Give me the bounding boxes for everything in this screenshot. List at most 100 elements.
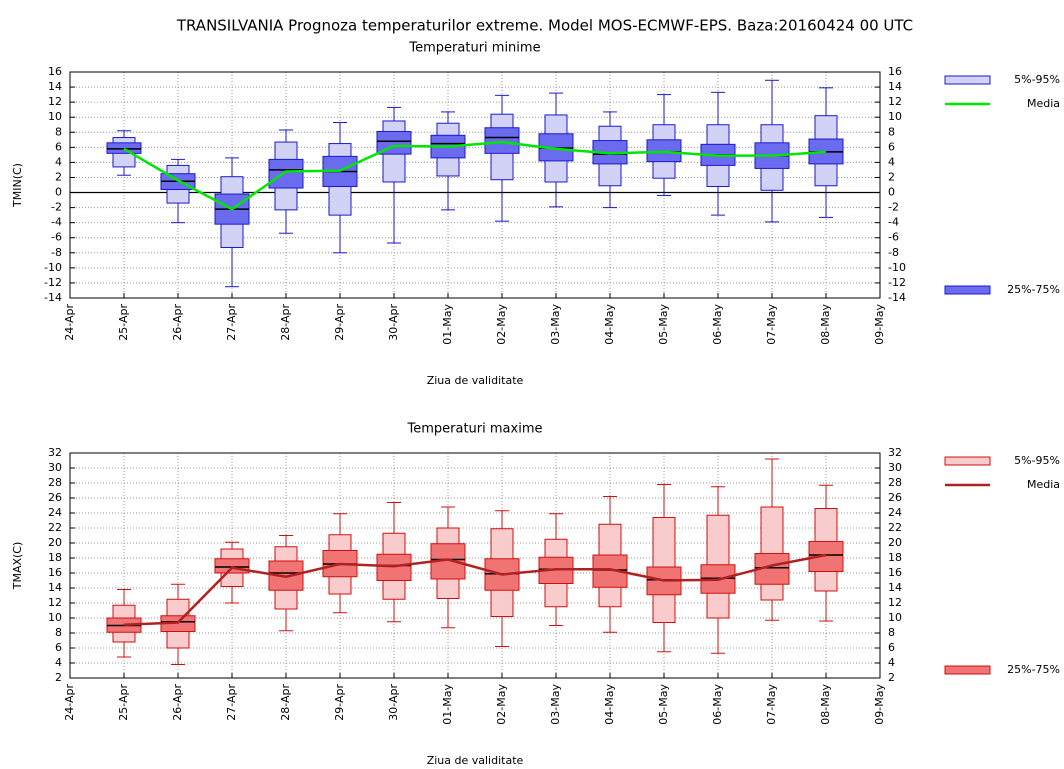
y2-tick-label: -2 [888, 201, 899, 214]
y2-tick-label: 18 [888, 551, 902, 564]
y2-tick-label: 22 [888, 521, 902, 534]
y2-tick-label: 20 [888, 536, 902, 549]
y-tick-label: 14 [48, 80, 62, 93]
y2-tick-label: 16 [888, 566, 902, 579]
y2-tick-label: 2 [888, 671, 895, 684]
x-tick-label: 24-Apr [63, 684, 76, 721]
y-tick-label: 8 [55, 125, 62, 138]
y2-tick-label: 14 [888, 80, 902, 93]
y-axis-label: TMAX(C) [11, 542, 24, 591]
y2-tick-label: 6 [888, 641, 895, 654]
y2-tick-label: 16 [888, 65, 902, 78]
y2-tick-label: -14 [888, 291, 906, 304]
y2-tick-label: -8 [888, 246, 899, 259]
mean-line [123, 140, 827, 211]
x-tick-label: 04-May [603, 684, 616, 725]
y2-tick-label: 30 [888, 461, 902, 474]
legend-swatch [944, 665, 991, 675]
y-tick-label: 6 [55, 140, 62, 153]
y2-tick-label: 8 [888, 626, 895, 639]
y2-tick-label: 24 [888, 506, 902, 519]
mean-line [123, 553, 827, 626]
legend-label: 25%-75% [1007, 283, 1060, 296]
y-tick-label: -8 [51, 246, 62, 259]
y-tick-label: 2 [55, 671, 62, 684]
y-tick-label: 10 [48, 110, 62, 123]
y-tick-label: 12 [48, 596, 62, 609]
panel-title: Temperaturi minime [408, 41, 540, 56]
x-tick-label: 03-May [549, 684, 562, 725]
y2-tick-label: 4 [888, 155, 895, 168]
x-tick-label: 26-Apr [171, 304, 184, 341]
y-tick-label: 24 [48, 506, 62, 519]
x-tick-label: 08-May [819, 304, 832, 345]
y-tick-label: 4 [55, 155, 62, 168]
x-tick-label: 27-Apr [225, 684, 238, 721]
x-tick-label: 07-May [765, 304, 778, 345]
x-tick-label: 25-Apr [117, 304, 130, 341]
legend-swatch [944, 285, 991, 295]
y-tick-label: 26 [48, 491, 62, 504]
y2-tick-label: 14 [888, 581, 902, 594]
y2-tick-label: 10 [888, 110, 902, 123]
x-tick-label: 28-Apr [279, 304, 292, 341]
inner-box [106, 142, 142, 154]
y-tick-label: 18 [48, 551, 62, 564]
x-tick-label: 02-May [495, 304, 508, 345]
y-tick-label: 6 [55, 641, 62, 654]
y-tick-label: 14 [48, 581, 62, 594]
y2-tick-label: -6 [888, 231, 899, 244]
y2-tick-label: 4 [888, 656, 895, 669]
x-tick-label: 24-Apr [63, 304, 76, 341]
x-tick-label: 03-May [549, 304, 562, 345]
x-tick-label: 28-Apr [279, 684, 292, 721]
legend-label: Media [1027, 478, 1060, 491]
inner-box [484, 127, 520, 154]
x-tick-label: 01-May [441, 684, 454, 725]
y-tick-label: 12 [48, 95, 62, 108]
y2-tick-label: 12 [888, 95, 902, 108]
y-tick-label: 20 [48, 536, 62, 549]
y-tick-label: -14 [44, 291, 62, 304]
y-tick-label: -2 [51, 201, 62, 214]
page-title: TRANSILVANIA Prognoza temperaturilor ext… [176, 17, 913, 35]
y-tick-label: 0 [55, 186, 62, 199]
legend-label: 5%-95% [1014, 73, 1060, 86]
y-tick-label: 28 [48, 476, 62, 489]
x-tick-label: 06-May [711, 304, 724, 345]
y-tick-label: 16 [48, 566, 62, 579]
y2-tick-label: 12 [888, 596, 902, 609]
plot-frame [69, 71, 881, 299]
x-tick-label: 05-May [657, 684, 670, 725]
y2-tick-label: -4 [888, 216, 899, 229]
legend-label: 25%-75% [1007, 663, 1060, 676]
panel-title: Temperaturi maxime [407, 422, 543, 437]
x-tick-label: 04-May [603, 304, 616, 345]
y-tick-label: 8 [55, 626, 62, 639]
x-tick-label: 27-Apr [225, 304, 238, 341]
x-tick-label: 26-Apr [171, 684, 184, 721]
y-tick-label: -4 [51, 216, 62, 229]
y-tick-label: 32 [48, 446, 62, 459]
y-tick-label: 2 [55, 170, 62, 183]
legend-label: Media [1027, 97, 1060, 110]
x-tick-label: 30-Apr [387, 684, 400, 721]
legend-swatch [944, 75, 991, 85]
y-tick-label: -12 [44, 276, 62, 289]
x-tick-label: 29-Apr [333, 684, 346, 721]
x-tick-label: 09-May [873, 684, 886, 725]
y2-tick-label: 26 [888, 491, 902, 504]
x-tick-label: 25-Apr [117, 684, 130, 721]
x-tick-label: 05-May [657, 304, 670, 345]
x-tick-label: 29-Apr [333, 304, 346, 341]
inner-box [268, 158, 304, 189]
y-tick-label: 22 [48, 521, 62, 534]
y-tick-label: 30 [48, 461, 62, 474]
x-tick-label: 01-May [441, 304, 454, 345]
y2-tick-label: 8 [888, 125, 895, 138]
x-axis-label: Ziua de validitate [427, 374, 524, 387]
y-tick-label: 4 [55, 656, 62, 669]
y2-tick-label: 28 [888, 476, 902, 489]
